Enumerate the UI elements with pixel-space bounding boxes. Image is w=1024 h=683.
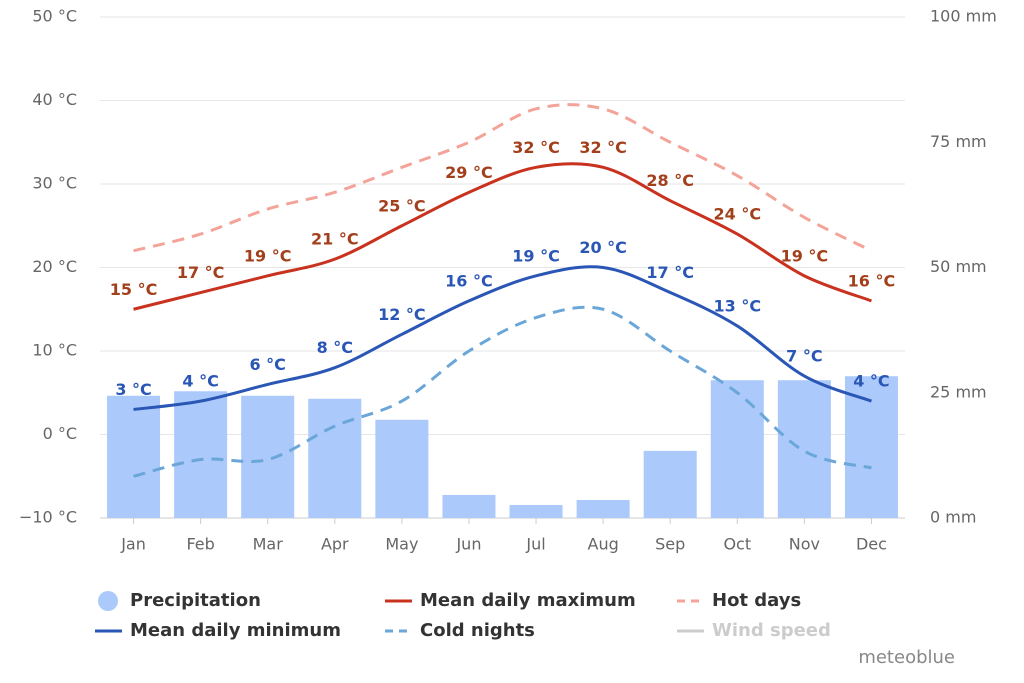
x-tick-label: Jun	[455, 535, 481, 554]
x-tick-label: Sep	[655, 535, 685, 554]
x-tick-label: Dec	[856, 535, 887, 554]
legend-label: Precipitation	[130, 590, 261, 611]
precipitation-bar	[442, 494, 496, 518]
data-label: 3 °C	[115, 380, 151, 399]
precipitation-bar	[308, 398, 362, 518]
precipitation-bar	[241, 395, 295, 518]
y-tick-label: 0 °C	[43, 424, 77, 443]
precipitation-bar	[576, 499, 630, 518]
x-tick-label: Oct	[723, 535, 751, 554]
legend-label: Mean daily maximum	[420, 590, 636, 611]
data-label: 17 °C	[646, 263, 694, 282]
y-tick-label: −10 °C	[19, 508, 77, 527]
data-label: 32 °C	[512, 138, 560, 157]
legend-label: Wind speed	[712, 620, 831, 641]
y-tick-label: 40 °C	[32, 90, 77, 109]
precipitation-bar	[844, 376, 898, 518]
y-tick-label: 20 °C	[32, 257, 77, 276]
data-label: 16 °C	[848, 271, 896, 290]
precipitation-bar	[509, 504, 563, 518]
data-label: 12 °C	[378, 305, 426, 324]
series-line	[133, 305, 872, 478]
data-label: 19 °C	[781, 246, 829, 265]
watermark: meteoblue	[858, 647, 955, 668]
data-label: 19 °C	[512, 246, 560, 265]
data-label: 28 °C	[646, 171, 694, 190]
data-label: 16 °C	[445, 271, 493, 290]
legend-item: Precipitation	[98, 590, 261, 611]
y-tick-label: 50 °C	[32, 7, 77, 26]
precipitation-bar	[643, 450, 697, 518]
x-tick-label: Jul	[525, 535, 545, 554]
y2-tick-label: 25 mm	[930, 382, 987, 401]
series-line	[133, 265, 872, 411]
legend-item: Wind speed	[677, 620, 831, 641]
data-label: 8 °C	[317, 338, 353, 357]
x-tick-label: Nov	[789, 535, 820, 554]
x-tick-label: Apr	[321, 535, 349, 554]
data-label: 32 °C	[579, 138, 627, 157]
data-label: 13 °C	[714, 296, 762, 315]
legend-label: Hot days	[712, 590, 801, 611]
legend-item: Hot days	[677, 590, 801, 611]
data-label: 19 °C	[244, 246, 292, 265]
precipitation-bar	[710, 380, 764, 518]
y2-tick-label: 50 mm	[930, 257, 987, 276]
legend-item: Mean daily minimum	[95, 620, 341, 641]
data-label: 15 °C	[110, 280, 158, 299]
x-tick-label: Mar	[253, 535, 284, 554]
precipitation-bar	[375, 419, 429, 518]
x-tick-label: Jan	[120, 535, 146, 554]
series-line	[133, 103, 873, 253]
y2-tick-label: 0 mm	[930, 508, 976, 527]
data-label: 25 °C	[378, 196, 426, 215]
legend-item: Cold nights	[385, 620, 535, 641]
data-label: 24 °C	[714, 205, 762, 224]
series-line	[133, 162, 872, 311]
data-label: 21 °C	[311, 230, 359, 249]
y2-tick-label: 100 mm	[930, 7, 997, 26]
y-tick-label: 30 °C	[32, 174, 77, 193]
data-label: 20 °C	[579, 238, 627, 257]
precipitation-bar	[107, 395, 161, 518]
legend-symbol	[98, 591, 118, 611]
data-label: 4 °C	[853, 372, 889, 391]
precipitation-bar	[174, 391, 228, 518]
legend-label: Mean daily minimum	[130, 620, 341, 641]
data-label: 17 °C	[177, 263, 225, 282]
x-tick-label: Feb	[186, 535, 214, 554]
data-label: 4 °C	[182, 372, 218, 391]
precipitation-bar	[777, 380, 831, 518]
x-tick-label: May	[385, 535, 418, 554]
y2-tick-label: 75 mm	[930, 132, 987, 151]
data-label: 29 °C	[445, 163, 493, 182]
data-label: 7 °C	[786, 347, 822, 366]
data-label: 6 °C	[249, 355, 285, 374]
y-tick-label: 10 °C	[32, 341, 77, 360]
x-tick-label: Aug	[588, 535, 619, 554]
legend-item: Mean daily maximum	[385, 590, 636, 611]
legend-label: Cold nights	[420, 620, 535, 641]
